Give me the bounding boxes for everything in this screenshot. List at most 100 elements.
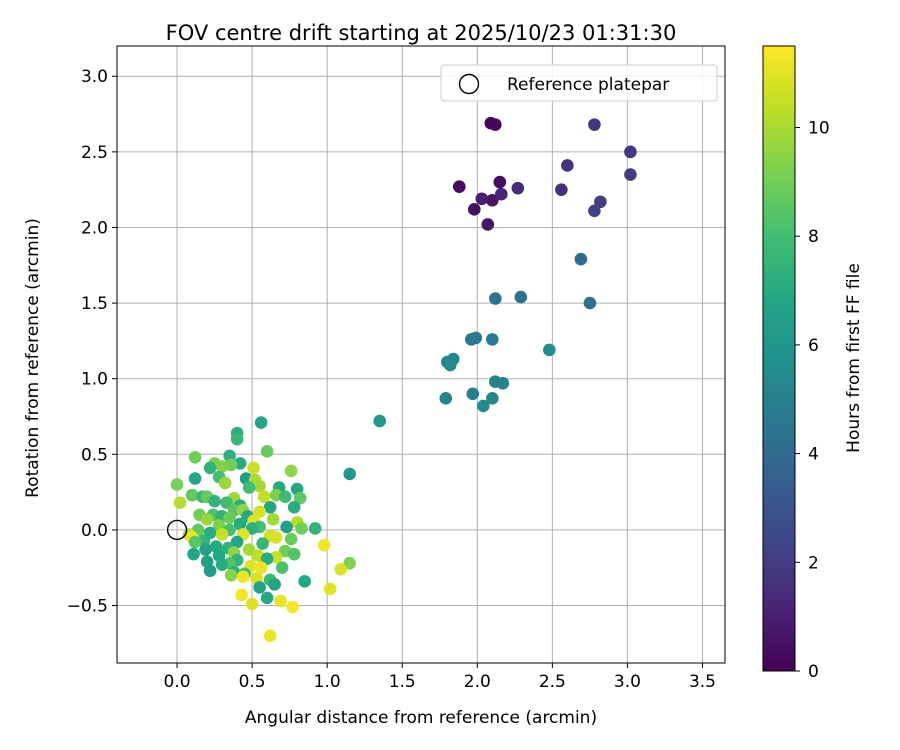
colorbar-label: Hours from first FF file	[844, 263, 864, 453]
colorbar-tick-label: 10	[808, 119, 830, 139]
x-axis-label: Angular distance from reference (arcmin)	[245, 708, 597, 728]
legend: Reference platepar	[440, 64, 718, 102]
data-point	[574, 252, 588, 266]
data-point	[253, 479, 266, 493]
data-point	[266, 513, 280, 526]
data-point	[443, 358, 457, 372]
data-point	[188, 535, 202, 549]
data-point	[185, 488, 199, 502]
data-point	[230, 535, 244, 549]
chart-title: FOV centre drift starting at 2025/10/23 …	[166, 21, 677, 45]
data-point	[481, 218, 495, 231]
data-point	[284, 532, 298, 546]
data-point	[203, 461, 217, 475]
colorbar-tick-label: 0	[808, 662, 819, 682]
data-point	[543, 343, 556, 357]
data-point	[555, 183, 568, 196]
data-point	[254, 561, 268, 575]
y-tick-label: 2.0	[81, 218, 108, 238]
data-point	[493, 175, 507, 189]
data-point	[583, 296, 597, 310]
y-axis-label: Rotation from reference (arcmin)	[23, 218, 43, 498]
legend-box	[440, 64, 718, 102]
x-tick-label: 1.5	[389, 672, 416, 692]
data-point	[256, 537, 269, 550]
colorbar-tick-label: 8	[808, 227, 819, 247]
data-point	[236, 570, 250, 584]
x-tick-label: 2.5	[539, 672, 566, 692]
y-tick-label: 3.0	[81, 67, 108, 87]
y-axis-ticks: −0.5 0.0 0.5 1.0 1.5 2.0 2.5 3.0	[67, 67, 117, 617]
data-point	[486, 333, 499, 346]
data-point	[257, 490, 271, 503]
x-tick-label: 3.5	[689, 672, 716, 692]
data-point	[280, 520, 293, 534]
data-point	[284, 464, 298, 478]
y-tick-label: 2.5	[81, 143, 108, 163]
data-point	[293, 491, 307, 505]
data-point	[489, 292, 502, 305]
data-point	[235, 588, 248, 602]
legend-label: Reference platepar	[507, 75, 669, 95]
data-point	[187, 547, 200, 561]
data-point	[298, 575, 311, 588]
data-point	[624, 145, 637, 159]
data-point	[286, 600, 299, 614]
data-point	[439, 392, 453, 405]
data-point	[242, 481, 256, 494]
data-point	[278, 490, 292, 503]
data-point	[511, 181, 525, 195]
colorbar-tick-label: 2	[808, 553, 819, 573]
data-point	[466, 387, 480, 401]
data-point	[188, 472, 202, 485]
data-point	[218, 476, 232, 490]
data-point	[199, 543, 212, 556]
data-point	[200, 513, 214, 526]
data-point	[477, 399, 490, 413]
data-point	[208, 494, 221, 508]
data-point	[295, 522, 308, 535]
data-point	[223, 511, 236, 525]
x-axis-ticks: 0.0 0.5 1.0 1.5 2.0 2.5 3.0 3.5	[164, 663, 716, 692]
y-tick-label: 0.5	[81, 445, 108, 465]
legend-marker-reference	[458, 73, 480, 95]
data-point	[253, 505, 266, 519]
data-point	[245, 597, 259, 611]
data-point	[373, 414, 387, 428]
data-point	[489, 118, 502, 131]
y-tick-label: 0.0	[81, 521, 108, 541]
data-point	[274, 594, 287, 608]
scatter-points	[170, 116, 637, 643]
data-point	[467, 203, 481, 216]
reference-platepar-marker	[166, 519, 188, 541]
data-point	[263, 500, 277, 514]
data-point	[469, 331, 483, 345]
plot-frame	[116, 45, 726, 664]
data-point	[224, 568, 238, 582]
data-point	[588, 118, 601, 131]
x-tick-label: 3.0	[614, 672, 641, 692]
data-point	[594, 195, 607, 209]
data-point	[260, 552, 274, 565]
data-point	[245, 522, 259, 535]
data-point	[233, 517, 247, 531]
data-point	[215, 558, 229, 572]
data-point	[203, 564, 217, 578]
data-point	[287, 500, 301, 514]
data-point	[215, 528, 229, 541]
data-point	[242, 543, 256, 556]
x-tick-label: 0.0	[164, 672, 191, 692]
data-point	[486, 392, 499, 405]
data-point	[514, 290, 528, 304]
data-point	[561, 159, 574, 172]
data-point	[173, 496, 187, 510]
data-point	[624, 168, 637, 181]
data-point	[188, 451, 202, 464]
data-point	[343, 467, 356, 481]
data-point	[260, 444, 274, 458]
y-tick-label: 1.5	[81, 294, 108, 314]
data-point	[275, 561, 289, 575]
colorbar-tick-label: 6	[808, 336, 819, 356]
data-point	[308, 522, 322, 535]
